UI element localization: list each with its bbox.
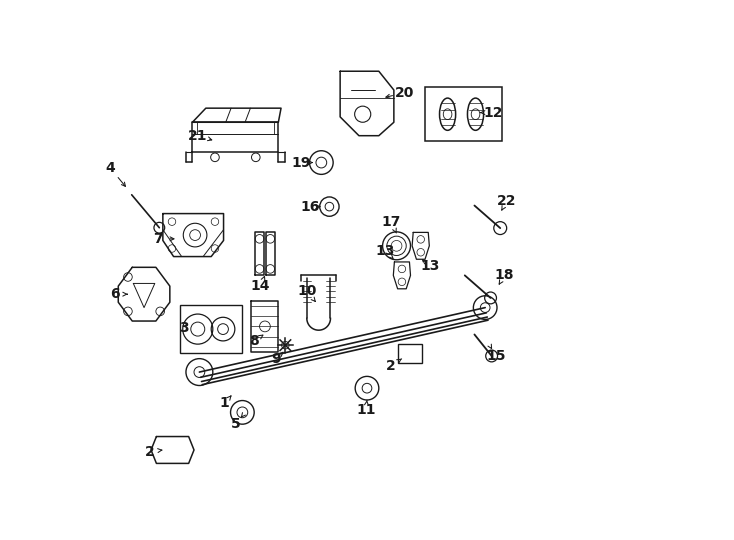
Text: 2: 2 [386, 359, 396, 373]
Text: 10: 10 [297, 285, 316, 299]
Text: 20: 20 [395, 86, 414, 100]
Text: 2: 2 [145, 444, 154, 458]
Text: 6: 6 [109, 287, 120, 301]
Bar [398, 343, 422, 363]
Text: 13: 13 [376, 244, 395, 258]
Text: 17: 17 [382, 215, 401, 228]
Text: 19: 19 [292, 156, 311, 170]
Text: 1: 1 [219, 396, 230, 410]
Text: 21: 21 [188, 129, 208, 143]
Text: 16: 16 [300, 200, 320, 214]
Text: 8: 8 [250, 334, 259, 348]
Bar [180, 305, 242, 353]
Text: 9: 9 [271, 352, 280, 366]
Text: 5: 5 [230, 417, 240, 431]
Bar [425, 87, 502, 141]
Text: 14: 14 [251, 279, 270, 293]
Text: 18: 18 [495, 268, 515, 282]
Text: 22: 22 [497, 194, 517, 208]
Text: 11: 11 [356, 403, 376, 417]
Text: 4: 4 [106, 161, 115, 175]
Text: 12: 12 [484, 106, 503, 119]
Text: 13: 13 [421, 259, 440, 273]
Text: 15: 15 [486, 349, 506, 363]
Text: 3: 3 [180, 321, 189, 335]
Text: 7: 7 [153, 232, 162, 246]
